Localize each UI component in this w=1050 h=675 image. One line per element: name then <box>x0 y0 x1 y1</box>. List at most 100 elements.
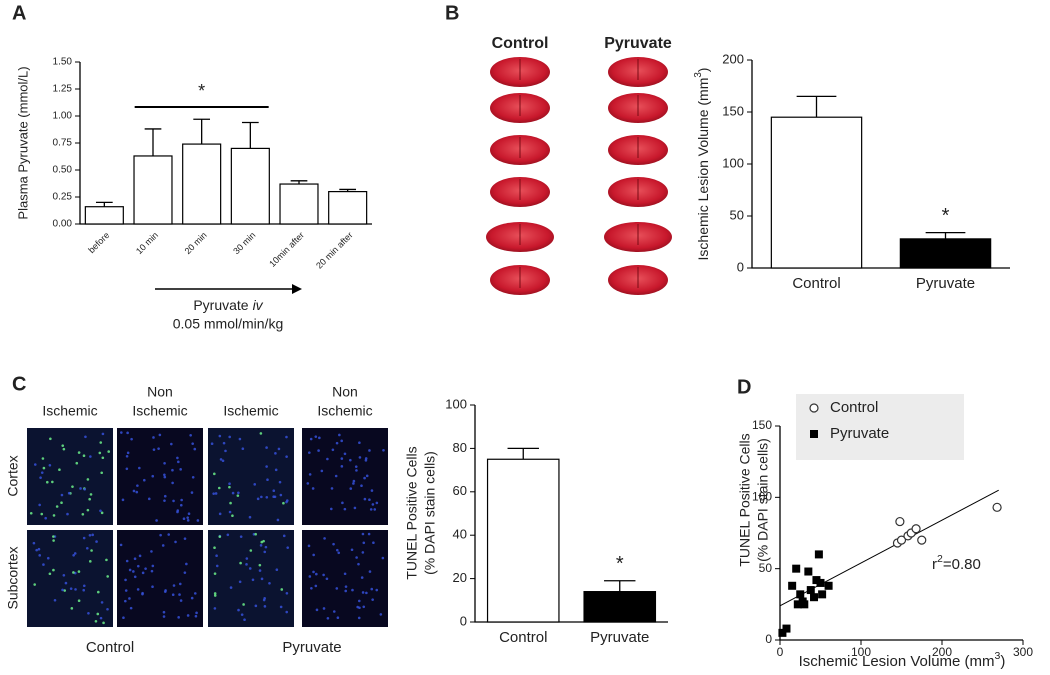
cell-dot <box>282 534 286 538</box>
cell-dot <box>215 564 219 568</box>
cell-dot <box>40 471 44 474</box>
cell-dot <box>364 457 368 460</box>
cell-dot <box>163 461 166 465</box>
cell-dot <box>272 489 276 493</box>
cell-dot <box>222 441 226 445</box>
cell-dot <box>368 570 372 573</box>
y-tick-label: 60 <box>453 483 467 498</box>
cell-dot <box>285 435 288 439</box>
y-axis-title: Plasma Pyruvate (mmol/L) <box>15 66 30 219</box>
micrograph-row-label: Subcortex <box>5 546 21 609</box>
cell-dot <box>357 599 361 603</box>
cell-dot <box>69 587 73 590</box>
cell-dot <box>73 552 77 555</box>
panel-letter: C <box>12 373 26 395</box>
treatment-label: Pyruvate iv <box>193 297 263 313</box>
cell-dot <box>88 560 92 563</box>
cell-dot <box>260 577 264 581</box>
cell-dot <box>343 572 347 576</box>
cell-dot <box>45 480 49 484</box>
cell-dot <box>193 592 197 595</box>
cell-dot <box>99 441 103 444</box>
cell-dot <box>363 476 366 480</box>
cell-dot <box>228 435 231 439</box>
cell-dot <box>162 615 166 618</box>
cell-dot <box>358 606 361 610</box>
micrograph-column-label: Ischemic <box>317 403 372 419</box>
cell-dot <box>335 441 339 445</box>
cell-dot <box>119 543 123 547</box>
cell-dot <box>136 588 140 591</box>
cell-dot <box>254 604 258 608</box>
point <box>824 581 833 590</box>
micrograph-column-label: Ischemic <box>223 403 278 419</box>
cell-dot <box>132 489 136 493</box>
cell-dot <box>98 451 102 455</box>
cell-dot <box>238 580 242 584</box>
cell-dot <box>40 512 44 516</box>
cell-dot <box>375 501 379 505</box>
cell-dot <box>52 539 55 542</box>
point <box>917 535 927 545</box>
legend-marker <box>809 403 819 413</box>
cell-dot <box>354 465 358 468</box>
legend-box <box>796 394 964 460</box>
cell-dot <box>274 452 277 455</box>
cell-dot <box>362 541 366 545</box>
significance-label: * <box>942 205 950 227</box>
cell-dot <box>72 553 75 557</box>
cell-dot <box>147 497 151 501</box>
cell-dot <box>357 562 360 566</box>
cell-dot <box>100 601 104 604</box>
cell-dot <box>213 607 217 610</box>
cell-dot <box>48 464 52 467</box>
cell-dot <box>352 482 355 485</box>
treatment-arrowhead <box>292 284 302 294</box>
brain-header: Pyruvate <box>604 35 672 52</box>
cell-dot <box>358 456 362 459</box>
cell-dot <box>237 491 240 495</box>
y-tick-label: 40 <box>453 527 467 542</box>
cell-dot <box>191 475 195 479</box>
x-tick-label: Pyruvate <box>590 629 649 646</box>
point <box>818 590 827 599</box>
cell-dot <box>312 553 315 557</box>
x-axis-title-part: 3 <box>995 650 1001 662</box>
cell-dot <box>152 436 155 439</box>
bar <box>279 183 319 225</box>
cell-dot <box>178 582 182 586</box>
panel-letter: B <box>445 2 459 24</box>
cell-dot <box>279 493 283 497</box>
cell-dot <box>259 544 263 547</box>
cell-dot <box>357 616 361 620</box>
cell-dot <box>71 485 74 488</box>
cell-dot <box>48 572 52 576</box>
cell-dot <box>262 539 265 543</box>
cell-dot <box>124 589 128 592</box>
x-tick-label: 20 min <box>183 230 209 256</box>
cell-dot <box>99 616 103 620</box>
cell-dot <box>185 562 188 566</box>
cell-dot <box>264 545 268 549</box>
y-axis-title: TUNEL Positive Cells <box>737 433 753 566</box>
point <box>793 600 802 609</box>
cell-dot <box>132 570 135 573</box>
cell-dot <box>228 485 231 489</box>
cell-dot <box>318 436 321 440</box>
cell-dot <box>61 588 64 592</box>
cell-dot <box>218 434 222 438</box>
cell-dot <box>256 497 260 501</box>
cell-dot <box>74 588 77 591</box>
point <box>896 535 907 545</box>
micrograph <box>27 530 113 627</box>
cell-dot <box>370 587 374 591</box>
cell-dot <box>42 466 46 470</box>
y-tick-label: 0.50 <box>53 165 73 176</box>
y-tick-label: 0 <box>460 613 467 628</box>
bar <box>133 155 173 225</box>
micrograph <box>117 428 203 525</box>
cell-dot <box>129 606 133 610</box>
cell-dot <box>278 480 282 484</box>
cell-dot <box>162 610 166 614</box>
cell-dot <box>218 512 222 516</box>
